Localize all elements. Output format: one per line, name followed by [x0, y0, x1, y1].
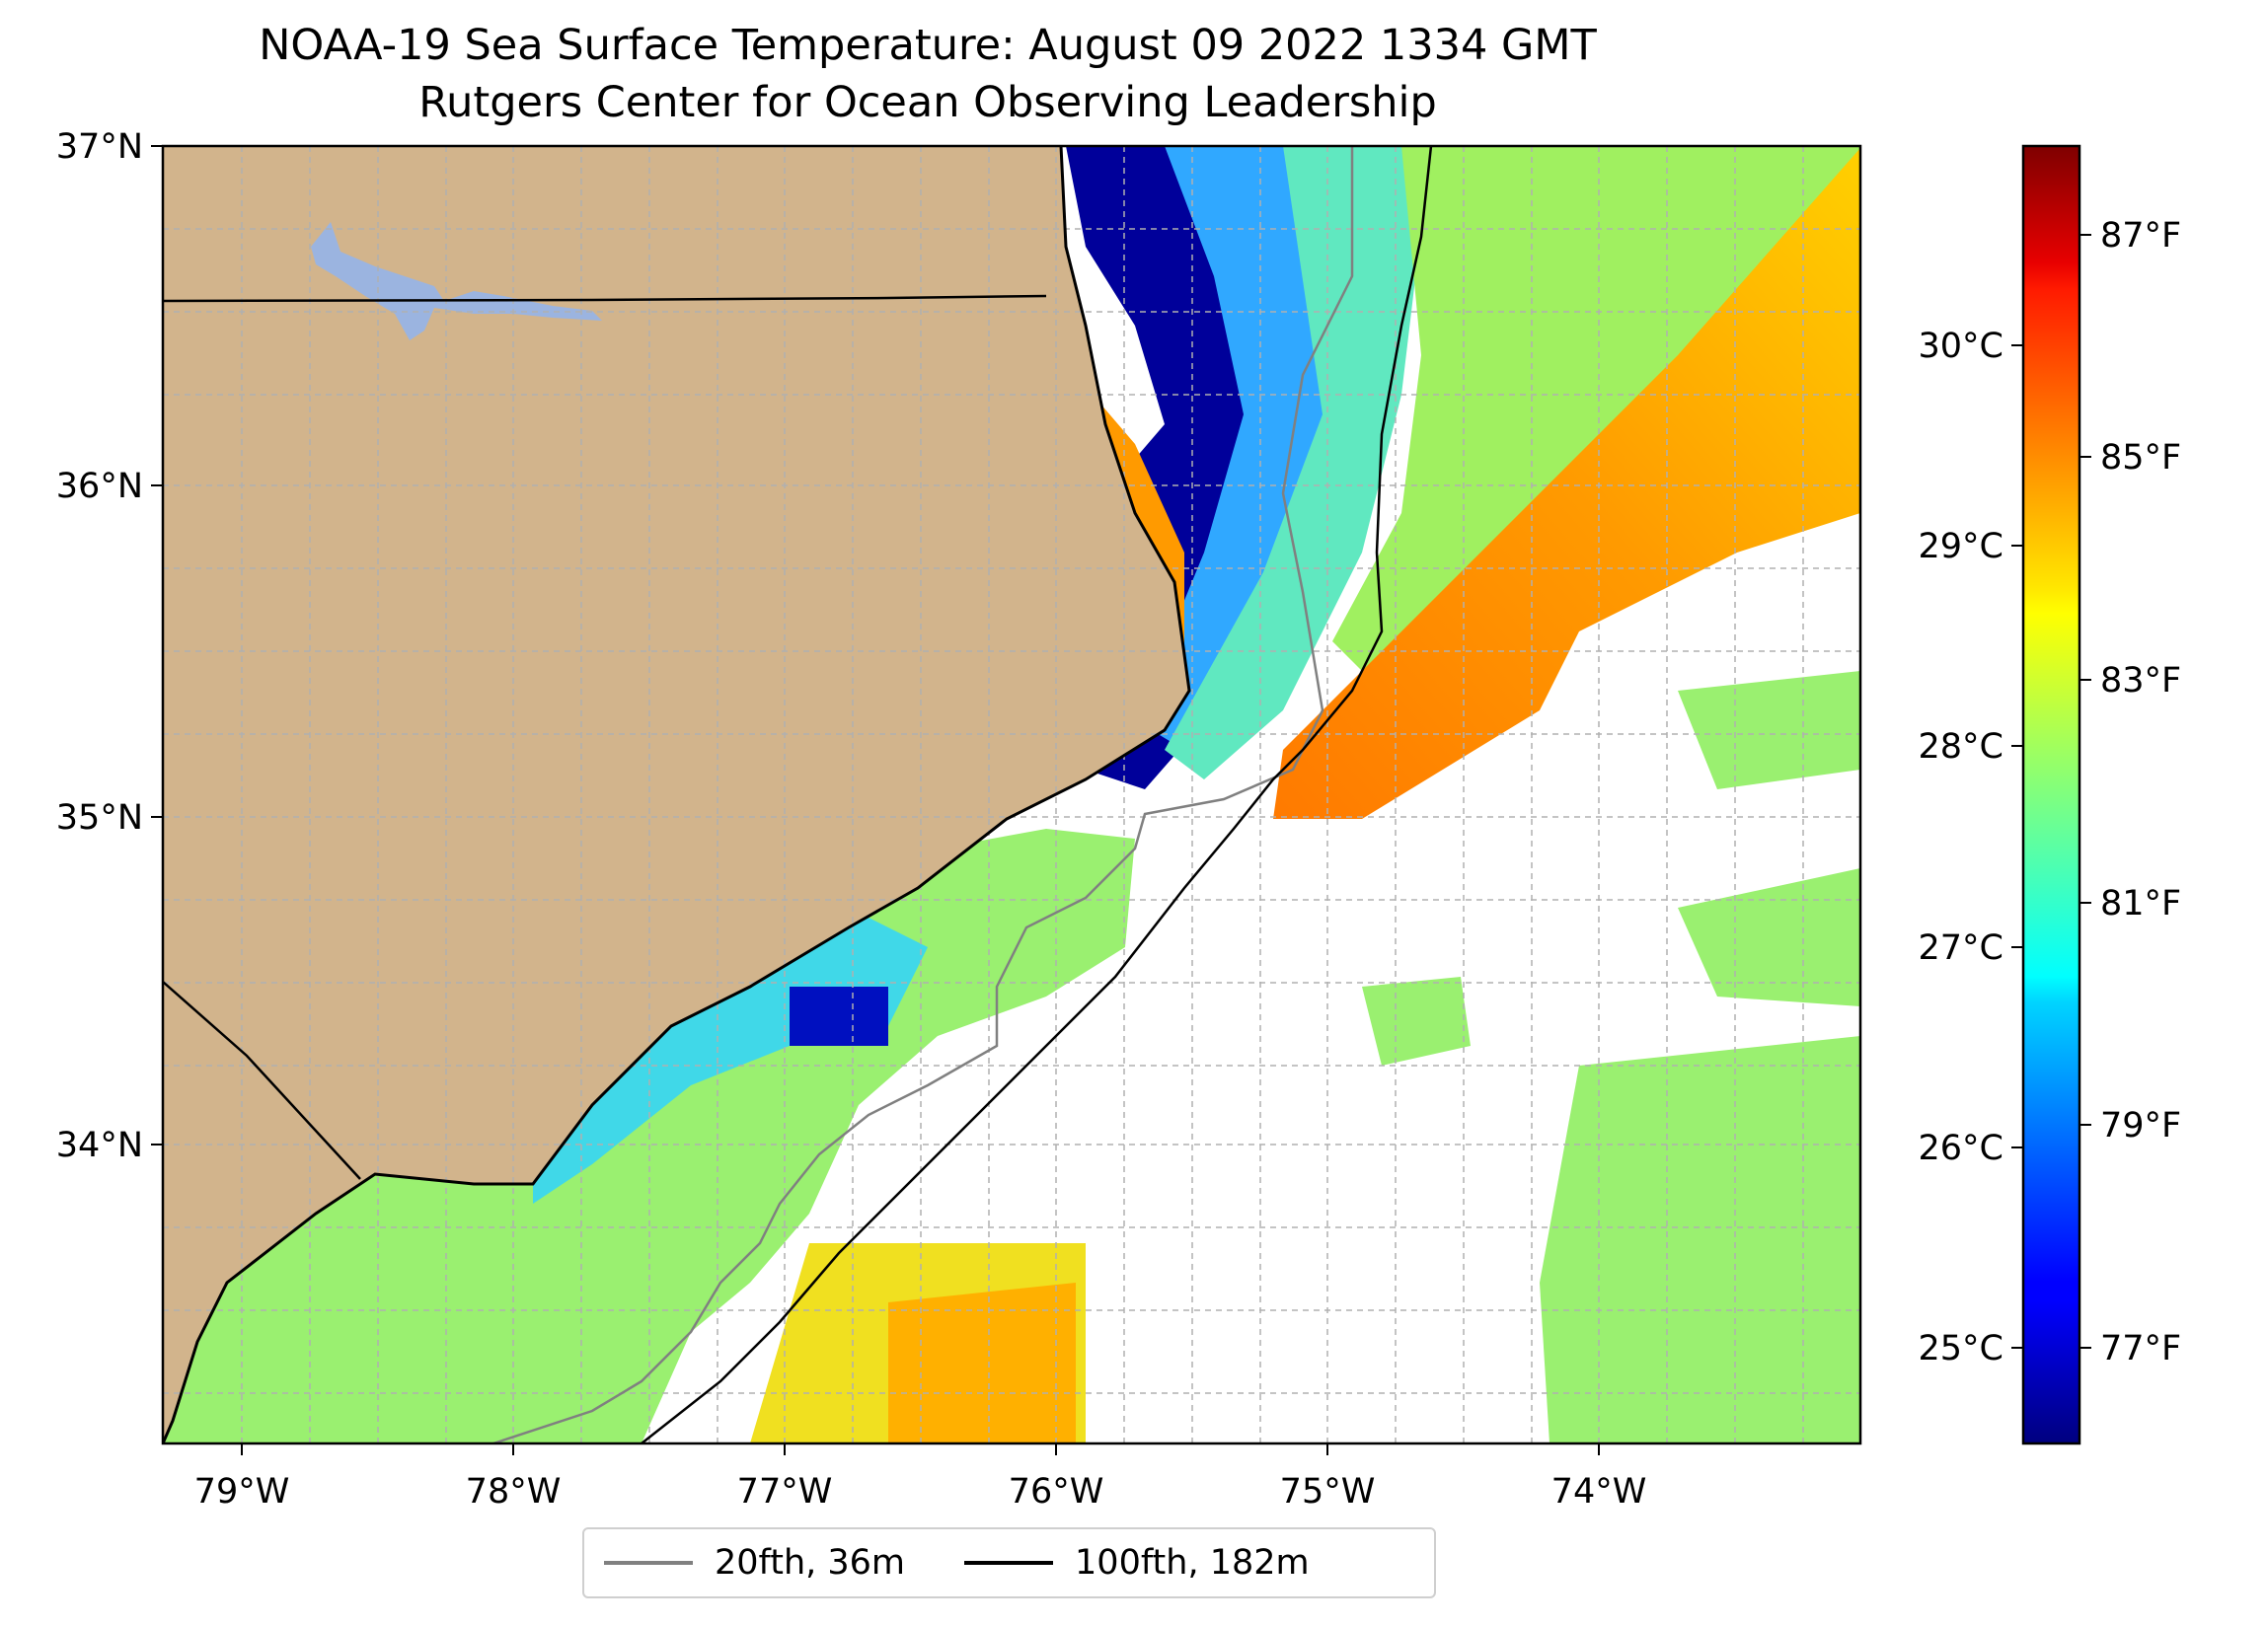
colorbar: 30°C 29°C 28°C 27°C 26°C 25°C 87°F 85°F … — [1919, 144, 2181, 1445]
fahrenheit-label: 81°F — [2100, 884, 2181, 924]
lat-axis: 37°N 36°N 35°N 34°N — [56, 127, 163, 1165]
lon-label: 74°W — [1551, 1472, 1647, 1512]
celsius-label: 27°C — [1919, 928, 2003, 968]
contour-100fth — [641, 146, 1433, 1443]
colorbar-gradient — [2021, 144, 2081, 1445]
celsius-label: 28°C — [1919, 727, 2003, 767]
coastline — [163, 146, 1191, 1443]
fahrenheit-label: 85°F — [2100, 438, 2181, 478]
fahrenheit-label: 79°F — [2100, 1106, 2181, 1146]
lat-label: 34°N — [56, 1126, 143, 1165]
legend-item-100fth: 100fth, 182m — [964, 1543, 1310, 1583]
lon-label: 76°W — [1009, 1472, 1104, 1512]
celsius-label: 26°C — [1919, 1129, 2003, 1168]
legend-label: 20fth, 36m — [715, 1543, 906, 1583]
contour-20fth — [492, 146, 1354, 1443]
lon-label: 75°W — [1280, 1472, 1376, 1512]
lat-label: 35°N — [56, 798, 143, 838]
lon-label: 77°W — [737, 1472, 833, 1512]
celsius-label: 29°C — [1919, 527, 2003, 566]
legend-line-swatch — [604, 1561, 693, 1565]
state-borders — [163, 294, 1047, 1180]
land-area — [163, 146, 1189, 1443]
celsius-label: 25°C — [1919, 1329, 2003, 1368]
legend-line-swatch — [964, 1561, 1054, 1565]
chart-title: NOAA-19 Sea Surface Temperature: August … — [259, 21, 1597, 70]
legend-label: 100fth, 182m — [1075, 1543, 1310, 1583]
fahrenheit-label: 87°F — [2100, 216, 2181, 256]
lon-label: 78°W — [466, 1472, 562, 1512]
lat-label: 36°N — [56, 467, 143, 506]
graticule — [163, 146, 1860, 1443]
celsius-label: 30°C — [1919, 327, 2003, 366]
legend: 20fth, 36m 100fth, 182m — [582, 1527, 1436, 1598]
chart-subtitle: Rutgers Center for Ocean Observing Leade… — [418, 78, 1437, 127]
lat-label: 37°N — [56, 127, 143, 167]
lon-label: 79°W — [194, 1472, 290, 1512]
lon-axis: 79°W 78°W 77°W 76°W 75°W 74°W — [194, 1443, 1647, 1512]
fahrenheit-label: 77°F — [2100, 1329, 2181, 1368]
lake-shape — [311, 222, 602, 340]
legend-item-20fth: 20fth, 36m — [604, 1543, 905, 1583]
fahrenheit-label: 83°F — [2100, 661, 2181, 701]
map-frame — [161, 144, 1862, 1445]
